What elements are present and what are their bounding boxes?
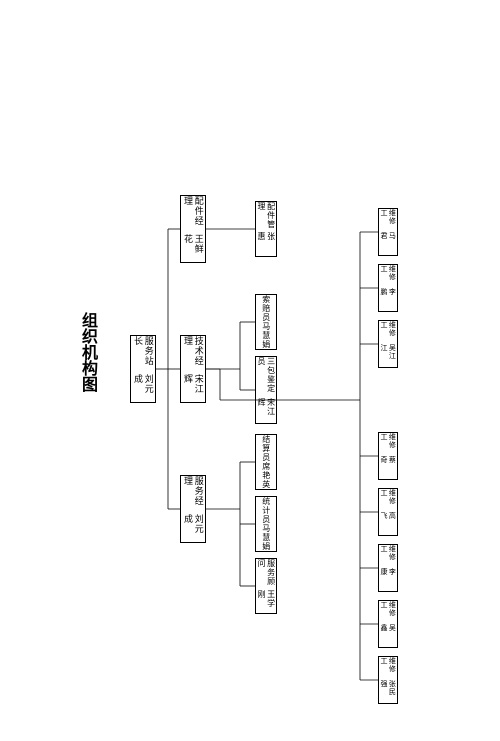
role: 维修工 — [380, 265, 397, 288]
node-worker-5: 维修工 蔡 奇 — [378, 432, 398, 480]
name: 席艳英 — [261, 462, 271, 489]
node-worker-8: 维修工 马 君 — [378, 208, 398, 256]
node-parts-admin: 配件管理 张 惠 — [255, 201, 277, 257]
node-calc: 结算员 席艳英 — [255, 434, 277, 490]
name: 刘元成 — [132, 374, 154, 402]
role: 维修工 — [380, 601, 397, 624]
role: 维修工 — [380, 657, 397, 680]
name: 马 君 — [380, 232, 397, 255]
page: 组织机构图 服务站长 刘元成 服务经理 刘元成 技术经理 宋江辉 配件经理 王鲜… — [0, 0, 500, 741]
role: 维修工 — [380, 433, 397, 456]
role: 结算员 — [261, 435, 271, 462]
role: 技术经理 — [182, 336, 204, 374]
role: 配件管理 — [256, 202, 275, 232]
diagram-title: 组织机构图 — [75, 312, 99, 392]
role: 索赔员 — [261, 295, 271, 322]
name: 王鲜花 — [182, 234, 204, 262]
name: 吴江江 — [380, 344, 397, 367]
node-worker-4: 维修工 高 飞 — [378, 488, 398, 536]
name: 蔡 奇 — [380, 456, 397, 479]
node-worker-7: 维修工 李 鹏 — [378, 264, 398, 312]
node-service-mgr: 服务经理 刘元成 — [180, 475, 206, 543]
name: 李 鹏 — [380, 288, 397, 311]
role: 维修工 — [380, 489, 397, 512]
role: 配件经理 — [182, 196, 204, 234]
name: 刘元成 — [182, 514, 204, 542]
name: 张民强 — [380, 680, 397, 703]
node-root: 服务站长 刘元成 — [130, 335, 156, 403]
node-worker-2: 维修工 吴 鑫 — [378, 600, 398, 648]
role: 服务站长 — [132, 336, 154, 374]
name: 宋江辉 — [182, 374, 204, 402]
node-tech-mgr: 技术经理 宋江辉 — [180, 335, 206, 403]
node-3pkg: 三包鉴定员 宋江辉 — [255, 356, 277, 424]
role: 维修工 — [380, 545, 397, 568]
node-claim: 索赔员 马慧娟 — [255, 294, 277, 350]
role: 三包鉴定员 — [256, 357, 275, 398]
name: 王学刚 — [256, 590, 275, 613]
node-worker-1: 维修工 张民强 — [378, 656, 398, 704]
name: 吴 鑫 — [380, 624, 397, 647]
node-stat: 统计员 马慧娟 — [255, 496, 277, 552]
role: 服务经理 — [182, 476, 204, 514]
name: 高 飞 — [380, 512, 397, 535]
name: 宋江辉 — [256, 398, 275, 423]
role: 统计员 — [261, 497, 271, 524]
name: 马慧娟 — [261, 322, 271, 349]
node-worker-6: 维修工 吴江江 — [378, 320, 398, 368]
role: 服务顾问 — [256, 559, 275, 590]
node-parts-mgr: 配件经理 王鲜花 — [180, 195, 206, 263]
node-worker-3: 维修工 李 康 — [378, 544, 398, 592]
name: 李 康 — [380, 568, 397, 591]
role: 维修工 — [380, 321, 397, 344]
node-advisor: 服务顾问 王学刚 — [255, 558, 277, 614]
name: 张 惠 — [256, 232, 275, 256]
role: 维修工 — [380, 209, 397, 232]
name: 马慧娟 — [261, 524, 271, 551]
